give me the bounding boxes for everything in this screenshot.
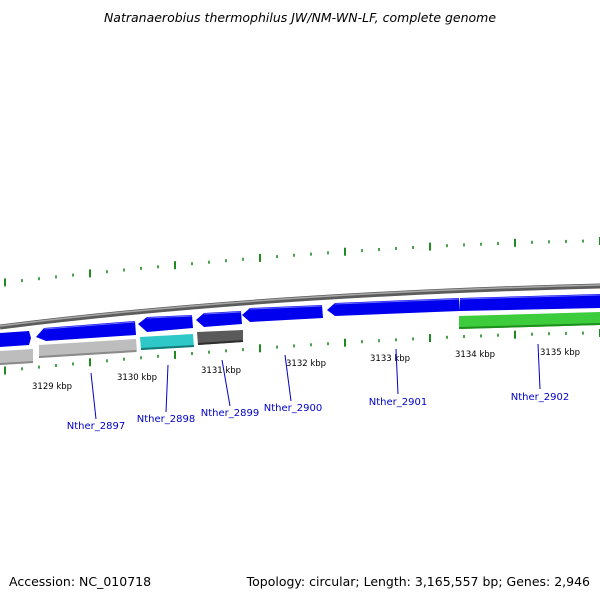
feature-shadow (0, 361, 34, 365)
gene-arrow-2897[interactable] (36, 321, 136, 341)
gene-label-2899[interactable]: Nther_2899 (201, 408, 259, 419)
map-title: Natranaerobius thermophilus JW/NM-WN-LF,… (104, 10, 496, 25)
feature-shadow (197, 340, 244, 345)
leader-line-2902 (537, 343, 541, 390)
tick-label: 3132 kbp (286, 359, 326, 369)
accession-text: Accession: NC_010718 (9, 574, 151, 589)
tick-label: 3135 kbp (540, 348, 580, 358)
gene-arrow-2899[interactable] (196, 311, 242, 327)
gene-arrow-2896[interactable] (0, 331, 31, 347)
gene-highlight (334, 298, 460, 305)
gene-leader-lines (90, 343, 541, 420)
genome-summary-text: Topology: circular; Length: 3,165,557 bp… (246, 574, 590, 589)
gene-arrow-2900[interactable] (242, 305, 323, 322)
leader-line-2900 (284, 354, 292, 402)
feature-track (0, 312, 600, 365)
feature-bar-gray-1[interactable] (0, 349, 33, 365)
genome-backbone-highlight (0, 284, 600, 327)
tick-label: 3131 kbp (201, 366, 241, 376)
tick-labels: 3129 kbp 3130 kbp 3131 kbp 3132 kbp 3133… (32, 348, 580, 392)
tick-label: 3129 kbp (32, 382, 72, 392)
feature-shadow (140, 345, 195, 350)
gene-highlight (43, 321, 136, 330)
gene-label-2902[interactable]: Nther_2902 (511, 392, 569, 403)
leader-line-2899 (221, 359, 231, 407)
leader-line-2897 (90, 372, 97, 420)
gene-arrow-2901[interactable] (327, 298, 460, 316)
gene-highlight (459, 294, 600, 300)
leader-line-2901 (395, 348, 399, 395)
gene-label-2898[interactable]: Nther_2898 (137, 414, 195, 425)
tick-label: 3134 kbp (455, 350, 495, 360)
gene-label-2901[interactable]: Nther_2901 (369, 397, 427, 408)
gene-highlight (203, 311, 242, 315)
leader-line-2898 (165, 364, 169, 413)
inner-tick-marks (4, 329, 600, 375)
tick-label: 3130 kbp (117, 373, 157, 383)
gene-highlight (249, 305, 323, 310)
gene-label-2900[interactable]: Nther_2900 (264, 403, 322, 414)
feature-shadow (38, 350, 137, 358)
gene-arrow-2898[interactable] (138, 315, 193, 332)
tick-label: 3133 kbp (370, 354, 410, 364)
gene-label-2897[interactable]: Nther_2897 (67, 421, 125, 432)
outer-tick-marks (4, 237, 600, 287)
feature-shadow (458, 323, 600, 329)
genome-backbone (0, 283, 600, 330)
forward-strand-track (0, 294, 600, 347)
gene-highlight (146, 315, 193, 319)
gene-labels: Nther_2897 Nther_2898 Nther_2899 Nther_2… (67, 392, 569, 432)
